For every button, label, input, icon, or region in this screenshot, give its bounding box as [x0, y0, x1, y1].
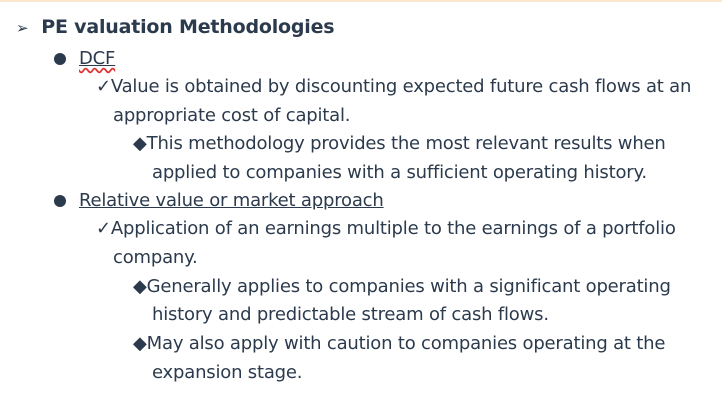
top-accent-line	[0, 0, 722, 2]
diamond-icon: ◆	[133, 133, 147, 154]
checkmark-icon: ✓	[96, 218, 111, 239]
check-item: ✓Application of an earnings multiple to …	[96, 218, 676, 239]
diamond-icon: ◆	[133, 333, 147, 354]
diamond-icon: ◆	[133, 276, 147, 297]
diamond-item-cont: history and predictable stream of cash f…	[152, 304, 549, 325]
page-title: PE valuation Methodologies	[41, 16, 335, 38]
diamond-item: ◆Generally applies to companies with a s…	[133, 276, 671, 297]
section-label: DCF	[79, 48, 116, 69]
check-item-cont: company.	[113, 247, 198, 268]
check-item: ✓Value is obtained by discounting expect…	[96, 76, 692, 97]
diamond-item-cont: expansion stage.	[152, 362, 303, 383]
diamond-item: ◆This methodology provides the most rele…	[133, 133, 666, 154]
arrow-bullet-icon: ➢	[16, 19, 29, 37]
checkmark-icon: ✓	[96, 76, 111, 97]
diamond-item-cont: applied to companies with a sufficient o…	[152, 162, 647, 183]
diamond-item: ◆May also apply with caution to companie…	[133, 333, 666, 354]
circle-bullet-icon	[54, 195, 66, 207]
check-item-cont: appropriate cost of capital.	[113, 105, 351, 126]
circle-bullet-icon	[54, 53, 66, 65]
section-label: Relative value or market approach	[79, 190, 384, 211]
title-row: ➢ PE valuation Methodologies	[16, 13, 335, 43]
